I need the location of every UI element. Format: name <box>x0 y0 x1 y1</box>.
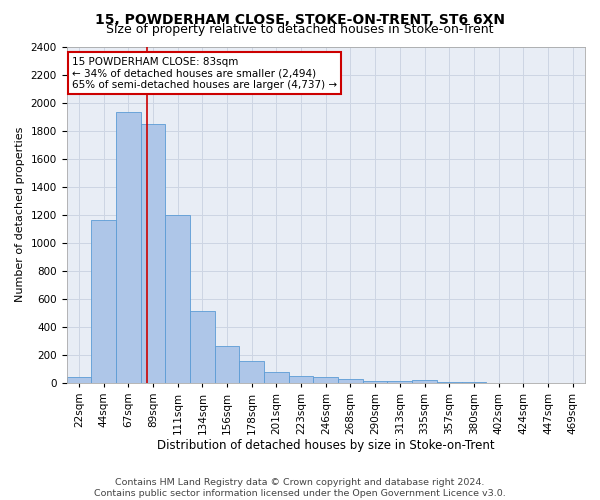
Bar <box>388 382 412 383</box>
X-axis label: Distribution of detached houses by size in Stoke-on-Trent: Distribution of detached houses by size … <box>157 440 494 452</box>
Bar <box>165 214 190 383</box>
Bar <box>239 361 264 383</box>
Text: 15 POWDERHAM CLOSE: 83sqm
← 34% of detached houses are smaller (2,494)
65% of se: 15 POWDERHAM CLOSE: 83sqm ← 34% of detac… <box>72 56 337 90</box>
Bar <box>190 312 215 383</box>
Bar <box>363 380 388 383</box>
Text: Size of property relative to detached houses in Stoke-on-Trent: Size of property relative to detached ho… <box>106 22 494 36</box>
Bar <box>67 377 91 383</box>
Bar <box>412 380 437 383</box>
Text: 15, POWDERHAM CLOSE, STOKE-ON-TRENT, ST6 6XN: 15, POWDERHAM CLOSE, STOKE-ON-TRENT, ST6… <box>95 12 505 26</box>
Y-axis label: Number of detached properties: Number of detached properties <box>15 127 25 302</box>
Bar <box>116 112 140 383</box>
Bar <box>338 378 363 383</box>
Bar <box>289 376 313 383</box>
Bar <box>437 382 461 383</box>
Bar <box>140 124 165 383</box>
Bar <box>264 372 289 383</box>
Bar <box>461 382 486 383</box>
Bar <box>313 377 338 383</box>
Text: Contains HM Land Registry data © Crown copyright and database right 2024.
Contai: Contains HM Land Registry data © Crown c… <box>94 478 506 498</box>
Bar <box>215 346 239 383</box>
Bar <box>91 220 116 383</box>
